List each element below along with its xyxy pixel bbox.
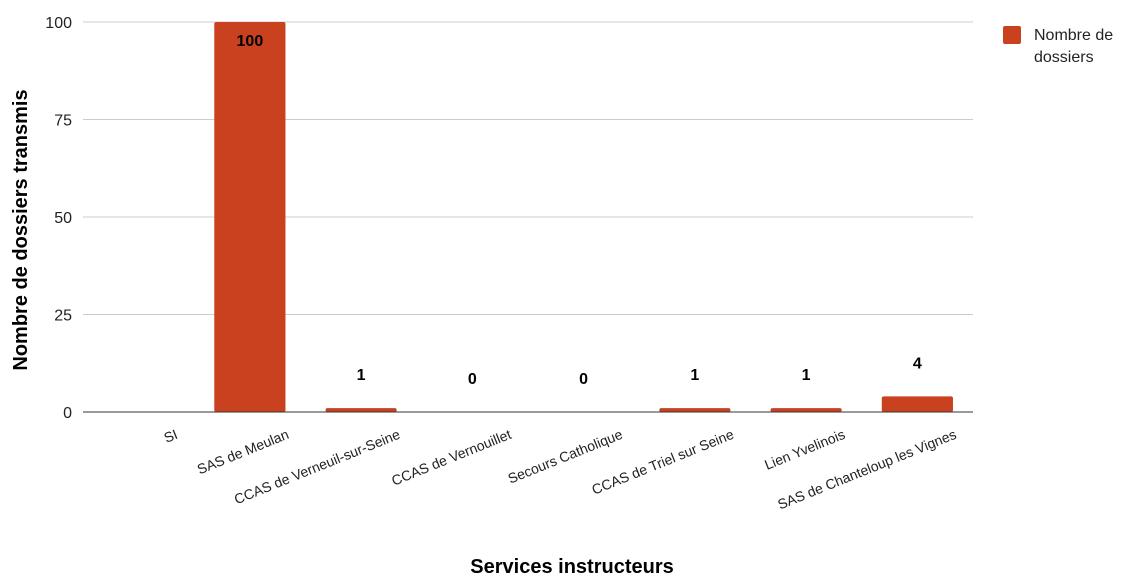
x-tick-label: SAS de Chanteloup les Vignes — [775, 426, 958, 512]
bar — [325, 408, 397, 412]
legend-swatch — [1003, 26, 1021, 44]
data-label: 1 — [690, 367, 699, 384]
data-label: 100 — [237, 33, 264, 50]
data-label: 1 — [357, 367, 366, 384]
data-label: 4 — [913, 355, 922, 372]
legend: Nombre de dossiers — [1003, 26, 1113, 66]
data-label: 1 — [802, 367, 811, 384]
bars — [214, 22, 953, 412]
y-tick-label: 50 — [54, 210, 72, 227]
x-axis-title: Services instructeurs — [470, 556, 673, 578]
x-tick-label: Lien Yvelinois — [762, 426, 847, 473]
bar — [770, 408, 842, 412]
y-axis-title: Nombre de dossiers transmis — [10, 89, 32, 370]
bar — [659, 408, 731, 412]
x-tick-label: SAS de Meulan — [195, 426, 291, 477]
bar — [881, 396, 953, 412]
data-label: 0 — [579, 371, 588, 388]
legend-label-line-1: Nombre de — [1034, 27, 1113, 44]
legend-label-line-2: dossiers — [1034, 49, 1094, 66]
bar — [214, 22, 286, 412]
y-tick-label: 0 — [63, 405, 72, 422]
y-tick-label: 75 — [54, 113, 72, 130]
y-axis-ticks: 0 25 50 75 100 — [45, 15, 72, 422]
x-tick-label: CCAS de Vernouillet — [389, 426, 513, 489]
y-tick-label: 100 — [45, 15, 72, 32]
x-tick-label: SI — [161, 426, 179, 446]
y-tick-label: 25 — [54, 308, 72, 325]
data-label: 0 — [468, 371, 477, 388]
